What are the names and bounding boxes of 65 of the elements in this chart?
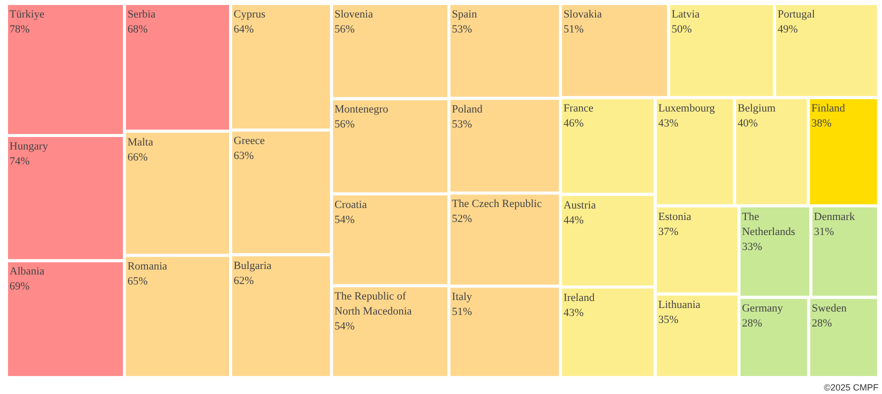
category-label: Türkiye xyxy=(10,8,44,20)
category-label: Portugal xyxy=(778,8,815,20)
data-label: 43% xyxy=(563,307,584,320)
data-label: 43% xyxy=(658,118,678,130)
data-label: 33% xyxy=(742,240,762,253)
data-label: 69% xyxy=(10,280,30,293)
data-label: 66% xyxy=(127,151,148,164)
data-label: 40% xyxy=(738,118,758,130)
category-label: Denmark xyxy=(814,210,856,223)
data-label: 68% xyxy=(127,24,148,36)
data-label: 65% xyxy=(127,275,148,288)
data-label: 56% xyxy=(334,24,355,36)
category-label: Germany xyxy=(742,302,784,314)
category-label: Slovenia xyxy=(334,8,374,20)
data-label: 46% xyxy=(563,118,584,130)
category-label: Italy xyxy=(452,291,473,304)
data-label: 54% xyxy=(334,320,355,333)
category-label: Estonia xyxy=(658,210,692,223)
data-label: 64% xyxy=(234,24,254,36)
category-label: Slovakia xyxy=(563,8,602,20)
data-label: 74% xyxy=(10,156,30,168)
category-label: Montenegro xyxy=(334,104,389,116)
category-label: Croatia xyxy=(334,198,367,211)
data-label: 49% xyxy=(778,24,798,36)
data-label: 78% xyxy=(10,24,30,36)
data-label: 35% xyxy=(658,314,678,326)
data-label: 28% xyxy=(742,317,762,330)
data-label: 50% xyxy=(672,24,692,36)
data-label: 28% xyxy=(812,317,832,330)
category-label: Ireland xyxy=(563,292,596,304)
data-label: 51% xyxy=(452,306,472,318)
category-label: The Republic of North Macedonia xyxy=(334,290,412,318)
category-label: France xyxy=(563,102,594,115)
category-label: Luxembourg xyxy=(658,102,716,115)
data-label: 44% xyxy=(563,214,584,226)
data-label: 37% xyxy=(658,226,678,238)
data-label: 53% xyxy=(452,118,472,130)
category-label: Albania xyxy=(10,266,44,278)
data-label: 51% xyxy=(563,24,584,36)
category-label: Belgium xyxy=(738,102,776,115)
data-label: 38% xyxy=(811,118,832,130)
category-label: Romania xyxy=(127,260,168,272)
category-label: Serbia xyxy=(127,8,156,20)
category-label: Latvia xyxy=(672,8,700,20)
category-label: Spain xyxy=(452,8,478,20)
category-label: Lithuania xyxy=(658,299,701,312)
category-label: Bulgaria xyxy=(234,260,272,272)
data-label: 54% xyxy=(334,214,355,226)
data-label: 62% xyxy=(234,274,254,287)
category-label: Malta xyxy=(127,136,154,148)
text: ©2025 CMPF xyxy=(824,382,879,392)
category-label: Poland xyxy=(452,103,483,116)
category-label: Finland xyxy=(811,102,846,115)
category-label: Greece xyxy=(234,135,265,148)
category-label: Sweden xyxy=(812,302,848,314)
data-label: 53% xyxy=(452,24,472,36)
data-label: 63% xyxy=(234,150,254,162)
category-label: Hungary xyxy=(10,140,48,152)
category-label: Cyprus xyxy=(234,8,266,20)
data-label: 52% xyxy=(452,213,472,226)
category-label: The Netherlands xyxy=(742,210,796,238)
data-label: 56% xyxy=(334,118,355,131)
data-label: 31% xyxy=(814,226,834,238)
category-label: The Czech Republic xyxy=(452,198,542,210)
category-label: Austria xyxy=(563,199,596,212)
